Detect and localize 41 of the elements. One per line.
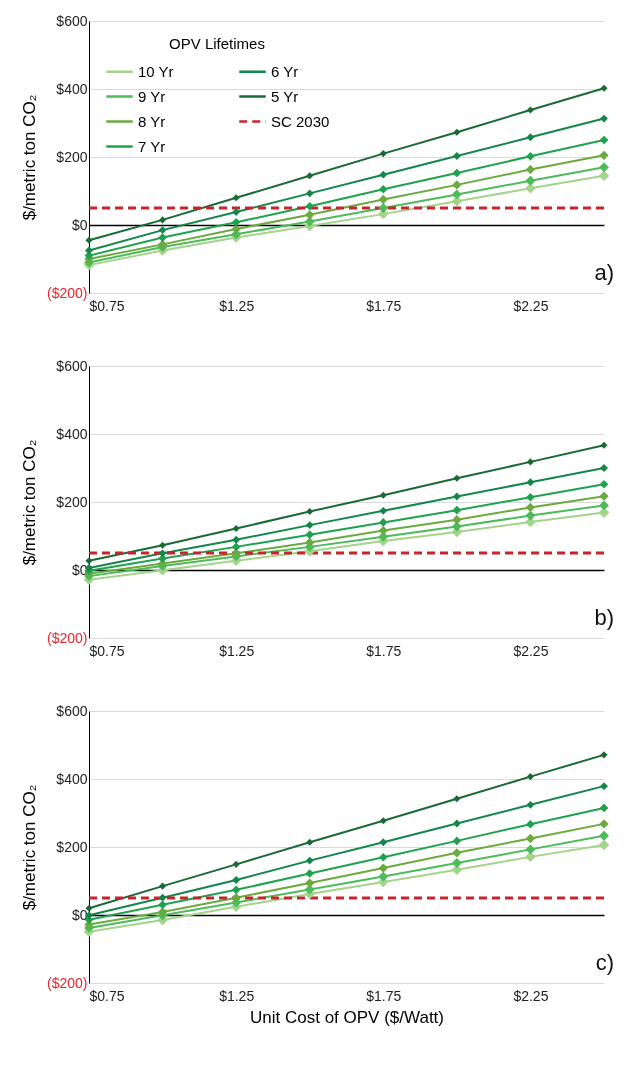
y-tick-label: $0 bbox=[71, 906, 88, 923]
legend-title: OPV Lifetimes bbox=[169, 35, 265, 52]
legend-label: 6 Yr bbox=[271, 62, 299, 80]
x-tick-label: $0.75 bbox=[89, 297, 125, 314]
y-tick-label: $400 bbox=[56, 425, 88, 442]
legend-label: 7 Yr bbox=[138, 137, 166, 155]
y-axis-title: $/metric ton CO₂ bbox=[20, 439, 40, 566]
legend-label: 8 Yr bbox=[138, 112, 166, 130]
y-axis-title: $/metric ton CO₂ bbox=[20, 784, 40, 911]
x-tick-label: $1.75 bbox=[366, 297, 402, 314]
y-tick-label: $200 bbox=[56, 493, 88, 510]
x-tick-label: $1.75 bbox=[366, 987, 402, 1004]
y-axis-title: $/metric ton CO₂ bbox=[20, 94, 40, 221]
annotation: a) bbox=[594, 260, 614, 285]
legend-label: 10 Yr bbox=[138, 62, 174, 80]
legend-label: 9 Yr bbox=[138, 87, 166, 105]
y-tick-label: ($200) bbox=[47, 284, 88, 301]
x-tick-label: $0.75 bbox=[89, 987, 125, 1004]
legend-label: 5 Yr bbox=[271, 87, 299, 105]
x-axis-title: Unit Cost of OPV ($/Watt) bbox=[250, 1007, 444, 1027]
y-tick-label: $200 bbox=[56, 148, 88, 165]
y-tick-label: $400 bbox=[56, 770, 88, 787]
x-tick-label: $1.25 bbox=[219, 642, 255, 659]
x-tick-label: $2.25 bbox=[513, 987, 549, 1004]
annotation: c) bbox=[595, 950, 614, 975]
y-tick-label: $600 bbox=[56, 12, 88, 29]
y-tick-label: ($200) bbox=[47, 974, 88, 991]
x-tick-label: $1.25 bbox=[219, 987, 255, 1004]
y-tick-label: $600 bbox=[56, 357, 88, 374]
x-tick-label: $1.25 bbox=[219, 297, 255, 314]
annotation: b) bbox=[594, 605, 614, 630]
x-tick-label: $1.75 bbox=[366, 642, 402, 659]
y-tick-label: $0 bbox=[71, 216, 88, 233]
legend-label: SC 2030 bbox=[271, 112, 330, 130]
y-tick-label: ($200) bbox=[47, 629, 88, 646]
x-tick-label: $2.25 bbox=[513, 297, 549, 314]
y-tick-label: $600 bbox=[56, 702, 88, 719]
x-tick-label: $2.25 bbox=[513, 642, 549, 659]
y-tick-label: $200 bbox=[56, 838, 88, 855]
x-tick-label: $0.75 bbox=[89, 642, 125, 659]
y-tick-label: $400 bbox=[56, 80, 88, 97]
